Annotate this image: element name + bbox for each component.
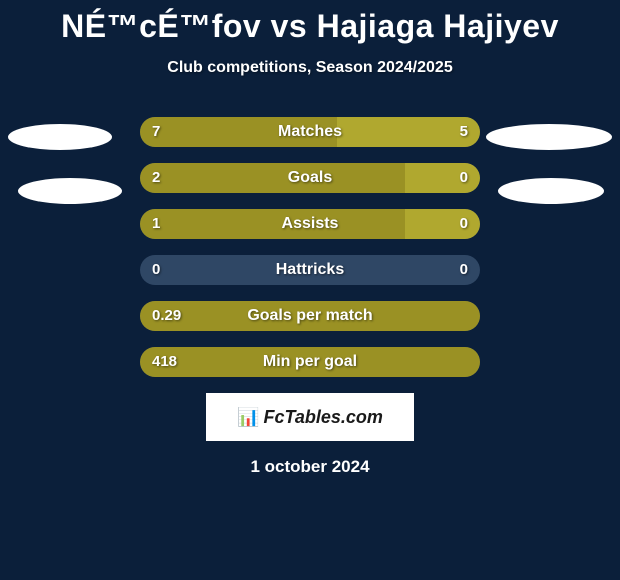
stat-value-right: 0 [460, 209, 468, 239]
date-label: 1 october 2024 [0, 457, 620, 477]
page-title: NÉ™cÉ™fov vs Hajiaga Hajiyev [0, 0, 620, 45]
page-subtitle: Club competitions, Season 2024/2025 [0, 59, 620, 77]
stat-value-left: 418 [152, 347, 177, 377]
stat-value-left: 7 [152, 117, 160, 147]
stat-value-right: 0 [460, 255, 468, 285]
stat-label: Hattricks [140, 255, 480, 285]
stat-label: Min per goal [140, 347, 480, 377]
stat-row: Goals per match0.29 [0, 301, 620, 331]
stat-value-left: 0.29 [152, 301, 181, 331]
stats-bars: Matches75Goals20Assists10Hattricks00Goal… [0, 117, 620, 377]
stat-value-left: 1 [152, 209, 160, 239]
stat-row: Hattricks0 0 [0, 255, 620, 285]
stat-value-left: 0 [152, 255, 160, 285]
comparison-infographic: NÉ™cÉ™fov vs Hajiaga Hajiyev Club compet… [0, 0, 620, 580]
stat-label: Goals per match [140, 301, 480, 331]
decorative-ellipse [498, 178, 604, 204]
stat-row: Assists1 0 [0, 209, 620, 239]
stat-value-left: 2 [152, 163, 160, 193]
decorative-ellipse [18, 178, 122, 204]
stat-label: Matches [140, 117, 480, 147]
decorative-ellipse [486, 124, 612, 150]
stat-value-right: 0 [460, 163, 468, 193]
chart-icon: 📊 [237, 407, 259, 428]
stat-label: Goals [140, 163, 480, 193]
fctables-logo: 📊 FcTables.com [206, 393, 414, 441]
decorative-ellipse [8, 124, 112, 150]
stat-value-right: 5 [460, 117, 468, 147]
logo-text: FcTables.com [264, 407, 383, 428]
stat-row: Min per goal418 [0, 347, 620, 377]
stat-label: Assists [140, 209, 480, 239]
